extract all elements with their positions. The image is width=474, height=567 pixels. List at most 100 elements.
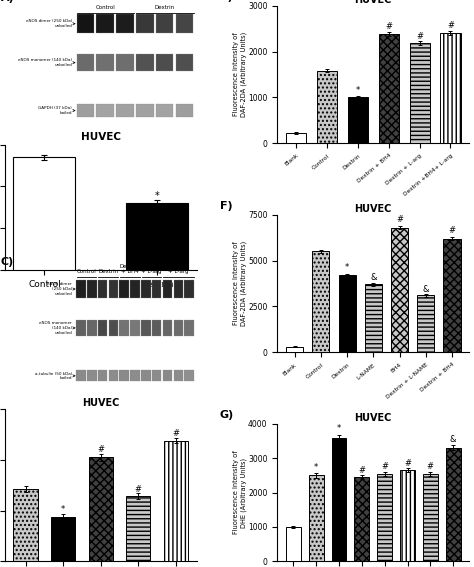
Bar (126, 203, 188, 270)
Text: *: * (61, 505, 65, 514)
Bar (156, 14, 173, 33)
Bar (96, 104, 114, 117)
Bar (173, 370, 183, 382)
Text: #: # (172, 429, 179, 438)
Bar (130, 280, 140, 298)
Bar (119, 320, 129, 336)
Bar (317, 71, 337, 143)
Bar (163, 370, 172, 382)
Bar (77, 14, 94, 33)
Text: *: * (345, 264, 349, 273)
Bar (446, 448, 461, 561)
Bar (286, 527, 301, 561)
Text: #: # (385, 22, 392, 31)
Bar (410, 43, 429, 143)
Bar (141, 370, 151, 382)
Bar (286, 347, 303, 352)
Bar (116, 14, 134, 33)
Bar (312, 251, 329, 352)
Text: #: # (381, 462, 388, 471)
Text: C): C) (1, 257, 14, 268)
Text: #: # (448, 226, 456, 235)
Bar (13, 489, 38, 561)
Bar (136, 54, 154, 71)
Bar (391, 227, 408, 352)
Bar (98, 320, 107, 336)
Bar (116, 54, 134, 71)
Bar (176, 104, 193, 117)
Bar (184, 280, 194, 298)
Bar (163, 280, 172, 298)
Title: HUVEC: HUVEC (355, 413, 392, 423)
Y-axis label: Fluorescence Intensity of
DHE (Arbitrary Units): Fluorescence Intensity of DHE (Arbitrary… (233, 451, 246, 534)
Text: *: * (356, 86, 360, 95)
Bar (152, 280, 162, 298)
Bar (156, 104, 173, 117)
Bar (152, 370, 162, 382)
Bar (126, 497, 150, 561)
Bar (98, 370, 107, 382)
Text: GAPDH (37 kDa)
boiled: GAPDH (37 kDa) boiled (38, 106, 72, 115)
Bar (379, 34, 399, 143)
Bar (13, 157, 75, 270)
Bar (152, 320, 162, 336)
Bar (98, 280, 107, 298)
Title: HUVEC: HUVEC (355, 0, 392, 5)
Bar (377, 473, 392, 561)
Text: #: # (447, 22, 454, 31)
Bar (136, 14, 154, 33)
Bar (119, 370, 129, 382)
Title: HUVEC: HUVEC (81, 133, 121, 142)
Text: F): F) (220, 201, 232, 211)
Bar (156, 54, 173, 71)
Bar (332, 438, 346, 561)
Text: #: # (416, 32, 423, 41)
Text: &: & (370, 273, 376, 282)
Text: E): E) (220, 0, 232, 2)
Bar (109, 280, 118, 298)
Bar (184, 370, 194, 382)
Bar (400, 470, 415, 561)
Bar (338, 275, 356, 352)
Bar (96, 14, 114, 33)
Bar (423, 473, 438, 561)
Y-axis label: Fluorescence Intensity of
DAF-2DA (Arbitrary Units): Fluorescence Intensity of DAF-2DA (Arbit… (233, 241, 246, 326)
Bar (348, 98, 368, 143)
Bar (309, 475, 324, 561)
Bar (163, 320, 172, 336)
Bar (76, 370, 86, 382)
Bar (109, 320, 118, 336)
Bar (87, 320, 97, 336)
Bar (173, 280, 183, 298)
Bar (176, 54, 193, 71)
Bar (141, 280, 151, 298)
Bar (51, 517, 75, 561)
Bar (141, 320, 151, 336)
Text: *: * (337, 425, 341, 433)
Title: HUVEC: HUVEC (82, 399, 119, 408)
Bar (444, 239, 461, 352)
Bar (164, 441, 188, 561)
Text: A): A) (1, 0, 15, 3)
Text: &: & (450, 435, 456, 445)
Text: #: # (396, 215, 403, 224)
Bar (136, 104, 154, 117)
Bar (355, 477, 369, 561)
Text: eNOS dimer
(250 kDa)
unboiled: eNOS dimer (250 kDa) unboiled (47, 282, 72, 295)
Bar (76, 320, 86, 336)
Bar (76, 280, 86, 298)
Text: Dextrin: Dextrin (155, 5, 175, 10)
Text: #: # (404, 459, 411, 468)
Text: #: # (358, 466, 365, 475)
Bar (96, 54, 114, 71)
Text: Dextrin: Dextrin (98, 269, 118, 274)
Bar (184, 320, 194, 336)
Text: &: & (422, 285, 429, 294)
Bar (87, 370, 97, 382)
Text: Dextrin
+ BH4: Dextrin + BH4 (120, 264, 140, 274)
Text: #: # (135, 485, 142, 494)
Text: Control: Control (77, 269, 96, 274)
Bar (130, 370, 140, 382)
Text: G): G) (220, 410, 234, 420)
Text: eNOS monomer
(140 kDa)
unboiled: eNOS monomer (140 kDa) unboiled (39, 321, 72, 335)
